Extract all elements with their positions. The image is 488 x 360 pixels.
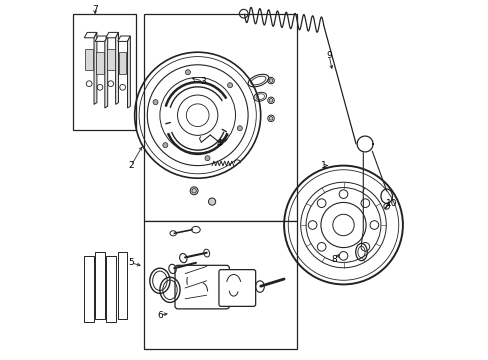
Circle shape — [185, 70, 190, 75]
Polygon shape — [127, 36, 130, 108]
Circle shape — [208, 198, 215, 205]
Polygon shape — [104, 36, 107, 108]
Circle shape — [163, 143, 167, 148]
Polygon shape — [106, 32, 118, 38]
Circle shape — [190, 187, 198, 195]
FancyBboxPatch shape — [219, 270, 255, 306]
Text: 6: 6 — [157, 310, 163, 320]
Bar — [96, 52, 103, 74]
Bar — [85, 49, 93, 70]
Bar — [143, 221, 296, 349]
Circle shape — [269, 79, 272, 82]
Polygon shape — [84, 32, 97, 38]
Circle shape — [269, 117, 272, 120]
Polygon shape — [106, 256, 115, 322]
Circle shape — [227, 83, 232, 88]
Bar — [107, 49, 114, 70]
Circle shape — [204, 156, 209, 161]
Polygon shape — [95, 252, 104, 319]
Text: 3: 3 — [200, 77, 205, 85]
Polygon shape — [115, 32, 118, 104]
Polygon shape — [95, 36, 107, 41]
Circle shape — [237, 126, 242, 131]
Polygon shape — [94, 32, 97, 104]
Text: 10: 10 — [386, 199, 397, 208]
Bar — [119, 52, 126, 74]
Text: 2: 2 — [128, 161, 134, 170]
Text: 9: 9 — [325, 51, 331, 60]
Polygon shape — [118, 36, 130, 41]
FancyBboxPatch shape — [175, 265, 229, 309]
Circle shape — [153, 100, 158, 105]
Text: 8: 8 — [331, 255, 337, 264]
Polygon shape — [118, 252, 127, 319]
Text: 7: 7 — [92, 4, 98, 13]
Bar — [143, 14, 296, 221]
Bar — [73, 14, 136, 130]
Text: 1: 1 — [320, 161, 326, 170]
Polygon shape — [84, 256, 94, 322]
Text: 4: 4 — [216, 139, 222, 148]
Circle shape — [269, 99, 272, 102]
Text: 5: 5 — [128, 258, 134, 267]
